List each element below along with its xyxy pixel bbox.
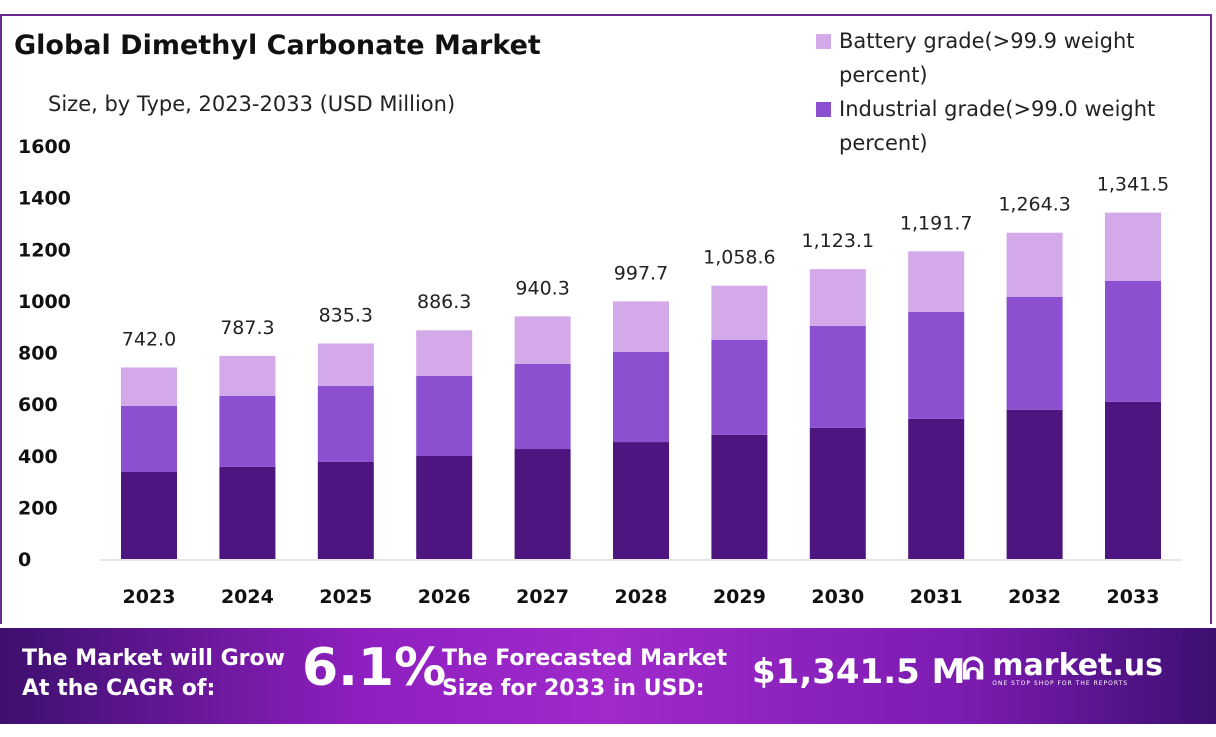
data-label: 1,191.7	[900, 212, 973, 234]
legend-item-industrial: Industrial grade(>99.0 weight percent)	[816, 92, 1206, 160]
legend-item-battery: Battery grade(>99.9 weight percent)	[816, 24, 1206, 92]
data-label: 1,341.5	[1097, 174, 1170, 196]
legend-swatch	[816, 102, 831, 117]
x-tick-label: 2027	[516, 586, 569, 608]
forecast-label: The Forecasted Market Size for 2033 in U…	[442, 644, 727, 704]
bar-segment-2	[711, 285, 768, 340]
y-tick-label: 1400	[18, 188, 71, 210]
x-tick-label: 2025	[319, 586, 372, 608]
chart-title: Global Dimethyl Carbonate Market	[14, 30, 541, 61]
data-label: 886.3	[417, 291, 471, 313]
x-tick-label: 2030	[811, 586, 864, 608]
data-label: 1,058.6	[703, 247, 776, 269]
bar-segment-0	[416, 456, 473, 559]
bar-segment-0	[121, 472, 177, 559]
bar-segment-0	[809, 427, 866, 559]
legend-label: Industrial grade(>99.0 weight percent)	[839, 97, 1156, 155]
data-label: 997.7	[614, 262, 668, 284]
cagr-value: 6.1%	[302, 638, 447, 698]
y-tick-label: 1600	[18, 136, 71, 158]
y-tick-label: 600	[18, 394, 58, 416]
cagr-label: The Market will Grow At the CAGR of:	[22, 644, 285, 704]
x-tick-label: 2029	[713, 586, 766, 608]
bar-segment-2	[317, 343, 374, 386]
bar-segment-1	[711, 339, 768, 435]
y-tick-label: 200	[18, 497, 58, 519]
bar-segment-2	[1105, 212, 1161, 281]
x-tick-label: 2024	[221, 586, 274, 608]
forecast-label-line: Size for 2033 in USD:	[442, 676, 705, 701]
x-tick-label: 2028	[615, 586, 668, 608]
data-label: 835.3	[319, 304, 373, 326]
x-tick-label: 2031	[910, 586, 963, 608]
bar-segment-1	[908, 311, 965, 419]
logo-text: market.us	[992, 648, 1164, 683]
legend: Battery grade(>99.9 weight percent) Indu…	[816, 24, 1206, 160]
y-tick-label: 800	[18, 343, 58, 365]
bar-segment-1	[613, 351, 669, 443]
bar-segment-0	[908, 418, 965, 559]
bar-segment-0	[514, 449, 571, 559]
bar-segment-1	[1105, 280, 1161, 402]
legend-label: Battery grade(>99.9 weight percent)	[839, 29, 1135, 87]
data-label: 787.3	[220, 317, 274, 339]
bar-segment-0	[711, 434, 768, 559]
summary-banner: The Market will Grow At the CAGR of: 6.1…	[0, 628, 1216, 724]
legend-swatch	[816, 34, 831, 49]
bar-segment-2	[416, 330, 473, 376]
x-tick-label: 2026	[418, 586, 471, 608]
bar-segment-2	[1006, 232, 1063, 297]
data-label: 742.0	[122, 328, 176, 350]
bar-segment-2	[908, 251, 965, 312]
x-tick-label: 2032	[1008, 586, 1061, 608]
chart-frame	[0, 14, 1212, 624]
data-label: 1,264.3	[998, 194, 1071, 216]
bar-segment-2	[514, 316, 571, 364]
bar-segment-0	[1105, 401, 1161, 559]
x-tick-label: 2033	[1107, 586, 1160, 608]
bar-segment-2	[809, 269, 866, 326]
logo-tagline: ONE STOP SHOP FOR THE REPORTS	[992, 680, 1129, 687]
bar-segment-2	[613, 301, 669, 352]
bar-segment-0	[219, 466, 276, 559]
bar-segment-1	[809, 325, 866, 428]
bar-segment-1	[121, 405, 177, 473]
cagr-label-line: At the CAGR of:	[22, 676, 216, 701]
forecast-value: $1,341.5 M	[752, 652, 966, 692]
bar-segment-1	[514, 363, 571, 450]
cagr-label-line: The Market will Grow	[22, 646, 285, 671]
data-label: 940.3	[515, 277, 569, 299]
bar-segment-0	[613, 442, 669, 559]
bar-segment-0	[317, 461, 374, 559]
bar-segment-1	[1006, 296, 1063, 410]
chart-subtitle: Size, by Type, 2023-2033 (USD Million)	[48, 92, 456, 116]
bar-segment-1	[416, 375, 473, 457]
bar-segment-1	[317, 385, 374, 462]
y-tick-label: 1000	[18, 291, 71, 313]
bar-segment-1	[219, 395, 276, 467]
data-label: 1,123.1	[802, 230, 875, 252]
bar-segment-2	[219, 355, 276, 396]
y-tick-label: 1200	[18, 239, 71, 261]
bar-chart: 0 200 400 600 800 1000 1200 1400 1600 742.0 2023 78…	[18, 136, 1182, 608]
y-tick-label: 0	[18, 549, 31, 571]
x-tick-label: 2023	[123, 586, 176, 608]
market-us-logo: ᕱ market.us ONE STOP SHOP FOR THE REPORT…	[962, 648, 1164, 688]
forecast-label-line: The Forecasted Market	[442, 646, 728, 671]
bar-segment-2	[121, 367, 177, 406]
bar-segment-0	[1006, 409, 1063, 559]
logo-icon: ᕱ	[962, 652, 985, 687]
y-tick-label: 400	[18, 446, 58, 468]
